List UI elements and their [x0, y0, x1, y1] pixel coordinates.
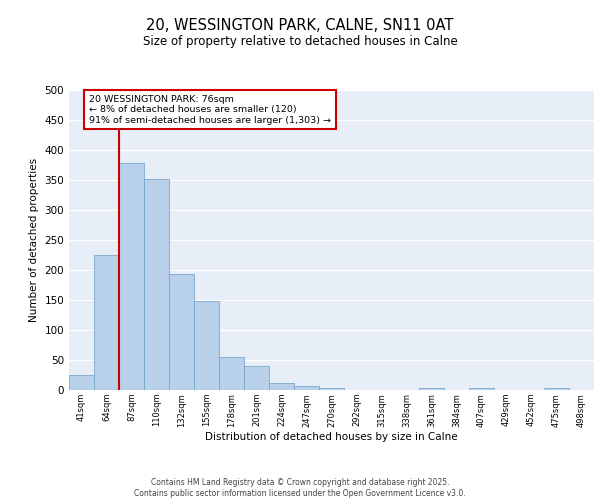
Bar: [419, 388, 444, 390]
Bar: [69, 375, 94, 390]
Text: Contains HM Land Registry data © Crown copyright and database right 2025.
Contai: Contains HM Land Registry data © Crown c…: [134, 478, 466, 498]
Bar: [94, 255, 119, 390]
Bar: [294, 386, 319, 390]
Y-axis label: Number of detached properties: Number of detached properties: [29, 158, 39, 322]
Text: 20 WESSINGTON PARK: 76sqm
← 8% of detached houses are smaller (120)
91% of semi-: 20 WESSINGTON PARK: 76sqm ← 8% of detach…: [89, 95, 331, 124]
Text: 20, WESSINGTON PARK, CALNE, SN11 0AT: 20, WESSINGTON PARK, CALNE, SN11 0AT: [146, 18, 454, 32]
Text: Size of property relative to detached houses in Calne: Size of property relative to detached ho…: [143, 35, 457, 48]
Bar: [169, 274, 194, 390]
Bar: [194, 301, 219, 390]
Bar: [269, 384, 294, 390]
Bar: [119, 163, 144, 390]
Bar: [144, 179, 169, 390]
Bar: [544, 388, 569, 390]
Bar: [469, 388, 494, 390]
X-axis label: Distribution of detached houses by size in Calne: Distribution of detached houses by size …: [205, 432, 458, 442]
Bar: [219, 357, 244, 390]
Bar: [319, 388, 344, 390]
Bar: [244, 366, 269, 390]
